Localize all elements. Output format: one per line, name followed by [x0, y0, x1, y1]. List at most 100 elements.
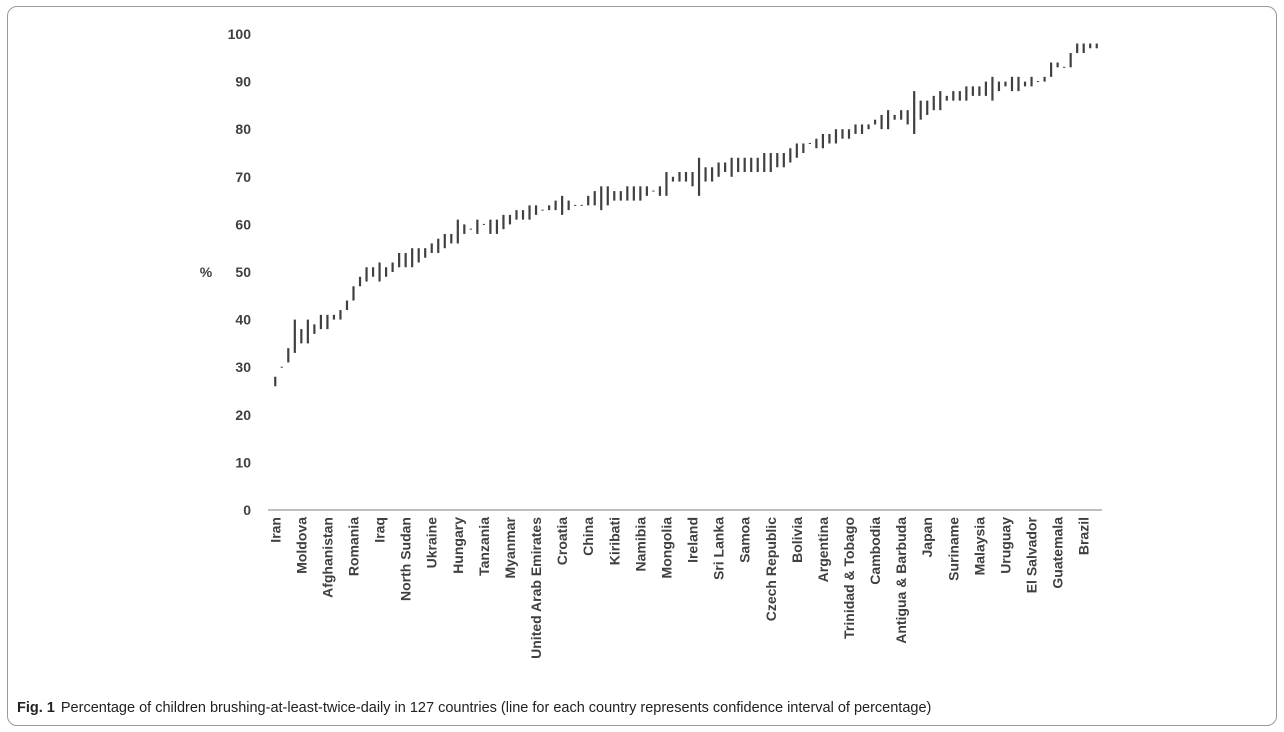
ci-bar [906, 110, 909, 125]
ci-bar [313, 324, 316, 334]
figure-label: Fig. 1 [17, 700, 55, 716]
ci-bar [939, 91, 942, 111]
x-tick-label: Iran [267, 517, 283, 543]
ci-bar [482, 223, 485, 225]
x-tick-label: Samoa [737, 517, 753, 563]
ci-bar [1095, 43, 1098, 49]
ci-bar [541, 209, 544, 211]
ci-bar [398, 252, 401, 268]
ci-bar [574, 204, 577, 206]
ci-bar [593, 191, 596, 206]
x-tick-label: Malaysia [971, 517, 987, 576]
ci-bar [639, 186, 642, 201]
ci-bar [469, 228, 472, 230]
ci-bar [900, 110, 903, 120]
ci-bar [991, 76, 994, 101]
ci-bar [815, 138, 818, 149]
y-tick-label: 90 [235, 74, 251, 90]
ci-bar [724, 162, 727, 173]
ci-bar [756, 157, 759, 173]
ci-bar [737, 157, 740, 173]
x-tick-label: United Arab Emirates [528, 517, 544, 659]
ci-bar [678, 172, 681, 182]
x-tick-label: Tanzania [476, 517, 492, 576]
ci-bar [808, 142, 811, 144]
ci-bar [697, 157, 701, 196]
ci-bar [1082, 43, 1085, 54]
x-tick-label: China [580, 517, 596, 556]
ci-bar [600, 186, 603, 211]
x-tick-label: Namibia [632, 517, 648, 572]
x-tick-label: El Salvador [1024, 516, 1040, 593]
ci-bar [534, 205, 538, 215]
ci-bar [561, 195, 564, 215]
ci-bar [971, 86, 974, 96]
ci-bar [1004, 81, 1007, 87]
ci-bar [658, 186, 662, 196]
x-tick-label: Afghanistan [319, 517, 335, 598]
ci-bar [345, 300, 349, 311]
figure-caption-text: Percentage of children brushing-at-least… [60, 700, 932, 716]
x-tick-label: Ireland [685, 517, 701, 563]
ci-bar [1010, 76, 1014, 92]
x-tick-label: Suriname [945, 517, 961, 581]
ci-bar [489, 219, 492, 234]
ci-bar [476, 219, 479, 234]
y-tick-label: 50 [235, 264, 251, 280]
ci-bar [528, 205, 531, 220]
x-tick-label: Trinidad & Tobago [841, 517, 857, 639]
ci-bar [834, 129, 838, 144]
x-tick-label: Japan [919, 517, 935, 557]
ci-bar [391, 262, 394, 272]
x-tick-label: Ukraine [424, 517, 440, 569]
ci-bar [730, 157, 733, 177]
ci-bar [554, 200, 557, 211]
ci-bar [860, 124, 864, 134]
ci-bar [293, 319, 296, 353]
ci-bar [567, 200, 570, 211]
ci-bar [287, 348, 290, 363]
ci-bar [300, 329, 303, 344]
ci-bar [547, 205, 551, 211]
ci-bar [847, 129, 851, 139]
ci-bar [782, 153, 785, 168]
ci-bar [437, 238, 440, 253]
x-tick-label: Argentina [815, 517, 831, 583]
x-tick-label: Moldova [293, 517, 309, 574]
ci-bar [1030, 76, 1033, 87]
confidence-interval-chart: 0 10 20 30 40 50 60 70 80 90 100% Iran Moldova Afghan… [200, 26, 1102, 659]
y-axis-label: % [200, 264, 213, 280]
y-tick-label: 40 [235, 312, 251, 328]
figure-frame [7, 6, 1277, 726]
ci-bar [997, 81, 1001, 92]
ci-bar [958, 91, 961, 101]
ci-bar [1063, 66, 1066, 68]
ci-bar [1089, 43, 1092, 49]
ci-bar [358, 276, 362, 287]
ci-bar [613, 191, 616, 201]
y-tick-label: 30 [235, 359, 251, 375]
ci-bar [704, 167, 707, 182]
figure-caption: Fig. 1 Percentage of children brushing-at… [17, 700, 1277, 716]
ci-bar [306, 319, 309, 344]
ci-bar [411, 248, 414, 268]
ci-bar [430, 243, 433, 253]
ci-bar [502, 214, 505, 230]
x-tick-label: Czech Republic [763, 517, 779, 621]
ci-bar [626, 186, 629, 201]
ci-bar [508, 214, 512, 225]
x-tick-label: Antigua & Barbuda [893, 517, 909, 644]
ci-bar [1069, 53, 1072, 68]
ci-bar [880, 114, 883, 130]
x-tick-label: Kiribati [606, 517, 622, 565]
ci-bar [932, 95, 935, 111]
x-tick-label: Croatia [554, 517, 570, 565]
ci-bar [619, 191, 622, 201]
ci-bar [952, 91, 955, 101]
x-tick-label: Guatemala [1050, 517, 1066, 589]
y-tick-label: 20 [235, 407, 251, 423]
x-tick-label: Iraq [372, 517, 388, 543]
ci-bar [802, 143, 805, 153]
ci-bar [1023, 81, 1027, 87]
ci-bar [1076, 43, 1079, 54]
